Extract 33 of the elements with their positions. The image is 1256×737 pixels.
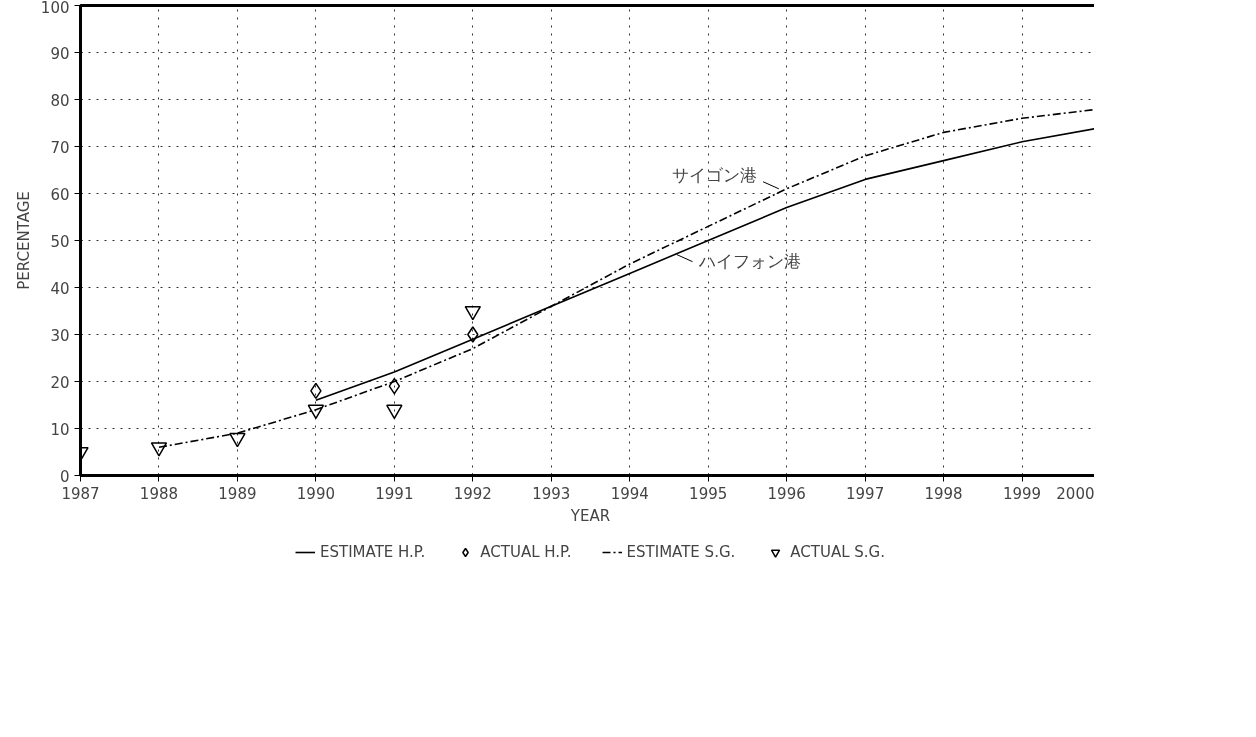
legend-label: ESTIMATE S.G. [626,543,736,561]
x-axis-title: YEAR [569,506,611,525]
y-tick-label: 30 [50,326,70,345]
x-tick-label: 1999 [1002,484,1042,503]
x-tick-label: 1997 [846,484,885,503]
x-tick-label: 1992 [453,484,492,503]
y-tick-label: 60 [50,185,70,204]
x-tick-label: 1989 [218,484,257,503]
y-tick-label: 10 [50,420,70,439]
x-tick-label: 1998 [924,484,963,503]
legend-label: ACTUAL H.P. [480,543,572,561]
y-tick-label: 90 [50,44,70,63]
x-tick-label: 1991 [375,484,414,503]
y-tick-label: 40 [50,279,70,298]
x-tick-label: 1996 [767,484,806,503]
y-tick-label: 100 [40,0,70,17]
x-tick-label: 1995 [689,484,728,503]
annotation: ハイフォン港 [697,250,801,271]
annotation: サイゴン港 [671,164,757,185]
x-tick-label: 1988 [139,484,179,503]
y-tick-label: 20 [50,373,70,392]
x-tick-label: 1994 [610,484,649,503]
y-tick-label: 80 [50,91,70,110]
x-tick-label: 1990 [296,484,335,503]
y-tick-label: 50 [50,232,70,251]
y-axis-title: PERCENTAGE [14,191,33,290]
x-tick-label: 1987 [61,484,100,503]
legend-label: ESTIMATE H.P. [320,543,426,561]
x-tick-label: 2000 [1056,484,1095,503]
legend-label: ACTUAL S.G. [790,543,885,561]
x-tick-label: 1993 [532,484,571,503]
y-tick-label: 70 [50,138,70,157]
y-tick-label: 0 [59,467,70,486]
